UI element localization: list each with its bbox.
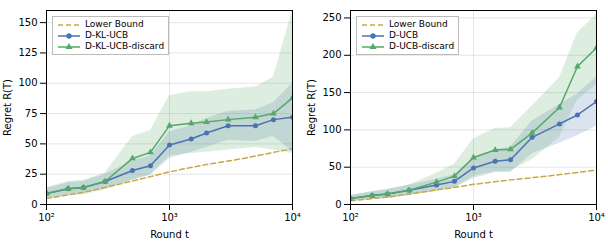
svg-text:Round t: Round t	[150, 229, 189, 240]
svg-text:50: 50	[329, 161, 342, 172]
svg-text:0: 0	[335, 199, 341, 210]
svg-text:150: 150	[18, 17, 37, 28]
svg-text:75: 75	[25, 108, 38, 119]
svg-text:Regret R(T): Regret R(T)	[2, 79, 13, 136]
svg-text:100: 100	[18, 77, 37, 88]
svg-text:125: 125	[18, 47, 37, 58]
svg-text:200: 200	[322, 49, 341, 60]
svg-text:Round t: Round t	[454, 229, 493, 240]
svg-text:10⁴: 10⁴	[284, 212, 301, 223]
svg-text:100: 100	[322, 124, 341, 135]
svg-text:50: 50	[25, 138, 38, 149]
svg-text:10⁴: 10⁴	[588, 212, 605, 223]
svg-text:0: 0	[31, 199, 37, 210]
svg-text:250: 250	[322, 12, 341, 23]
html-text:Lower Bound: Lower Bound	[85, 19, 144, 29]
html-text:D-KL-UCB: D-KL-UCB	[85, 30, 129, 40]
svg-text:150: 150	[322, 87, 341, 98]
html-text:D-KL-UCB-discard: D-KL-UCB-discard	[85, 41, 165, 51]
svg-text:10²: 10²	[342, 212, 359, 223]
html-text:D-UCB: D-UCB	[389, 30, 419, 40]
html-text:D-UCB-discard: D-UCB-discard	[389, 41, 455, 51]
svg-text:10²: 10²	[38, 212, 55, 223]
svg-text:10³: 10³	[465, 212, 482, 223]
svg-text:25: 25	[25, 168, 38, 179]
svg-text:Regret R(T): Regret R(T)	[306, 79, 317, 136]
html-text:Lower Bound: Lower Bound	[389, 19, 448, 29]
svg-text:10³: 10³	[161, 212, 178, 223]
